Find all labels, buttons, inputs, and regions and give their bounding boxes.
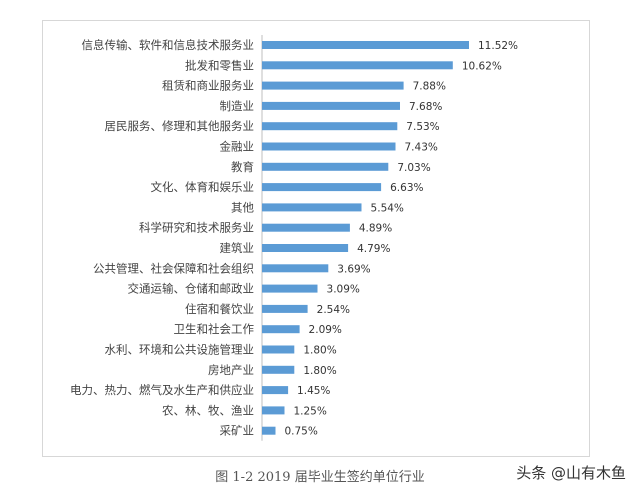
category-label: 信息传输、软件和信息技术服务业 — [82, 38, 255, 52]
bar — [262, 223, 350, 232]
bar — [262, 183, 382, 192]
bar — [262, 426, 276, 435]
data-label: 1.80% — [303, 365, 336, 377]
chart-frame — [42, 20, 590, 457]
category-label: 居民服务、修理和其他服务业 — [105, 119, 255, 133]
bar — [262, 61, 453, 70]
bar — [262, 122, 398, 131]
bar — [262, 162, 389, 171]
category-label: 采矿业 — [220, 424, 255, 438]
category-label: 文化、体育和娱乐业 — [151, 180, 255, 194]
data-label: 7.88% — [413, 81, 446, 93]
bar — [262, 325, 300, 334]
category-label: 农、林、牧、渔业 — [162, 403, 254, 417]
bar — [262, 244, 349, 252]
category-label: 房地产业 — [208, 363, 254, 377]
category-label: 水利、环境和公共设施管理业 — [105, 343, 255, 357]
category-label: 公共管理、社会保障和社会组织 — [93, 261, 254, 275]
bar — [262, 101, 400, 110]
bar — [262, 142, 396, 151]
bar — [262, 284, 318, 293]
category-label: 租赁和商业服务业 — [162, 79, 254, 93]
bar — [262, 365, 295, 374]
chart-caption: 图 1-2 2019 届毕业生签约单位行业 — [215, 470, 425, 485]
data-label: 2.54% — [317, 304, 350, 316]
category-label: 其他 — [231, 200, 254, 214]
data-label: 7.68% — [409, 101, 442, 113]
data-label: 7.43% — [405, 142, 438, 154]
data-label: 3.69% — [337, 263, 370, 275]
bar — [262, 81, 404, 90]
category-label: 电力、热力、燃气及水生产和供应业 — [70, 383, 254, 397]
bar — [262, 264, 329, 273]
data-label: 1.25% — [293, 405, 326, 417]
bar — [262, 304, 308, 313]
data-label: 1.45% — [297, 385, 330, 397]
category-label: 金融业 — [220, 140, 255, 154]
data-label: 1.80% — [303, 345, 336, 357]
bar — [262, 41, 469, 49]
data-label: 4.89% — [359, 223, 392, 235]
bar — [262, 203, 362, 212]
bar — [262, 386, 289, 395]
category-label: 卫生和社会工作 — [174, 322, 255, 336]
data-label: 0.75% — [284, 426, 317, 438]
watermark-text: 头条 @山有木鱼 — [516, 464, 626, 482]
category-label: 制造业 — [220, 99, 255, 113]
data-label: 4.79% — [357, 243, 390, 255]
category-label: 建筑业 — [220, 241, 255, 255]
category-label: 批发和零售业 — [185, 58, 254, 72]
bar — [262, 406, 285, 415]
category-label: 教育 — [231, 160, 254, 174]
data-label: 5.54% — [371, 202, 404, 214]
data-label: 6.63% — [390, 182, 423, 194]
category-label: 住宿和餐饮业 — [185, 302, 254, 316]
data-label: 7.03% — [397, 162, 430, 174]
data-label: 3.09% — [327, 284, 360, 296]
bar — [262, 345, 295, 354]
category-label: 科学研究和技术服务业 — [139, 221, 254, 235]
data-label: 11.52% — [478, 40, 518, 52]
data-label: 10.62% — [462, 60, 502, 72]
data-label: 2.09% — [309, 324, 342, 336]
category-label: 交通运输、仓储和邮政业 — [128, 282, 255, 296]
data-label: 7.53% — [406, 121, 439, 133]
